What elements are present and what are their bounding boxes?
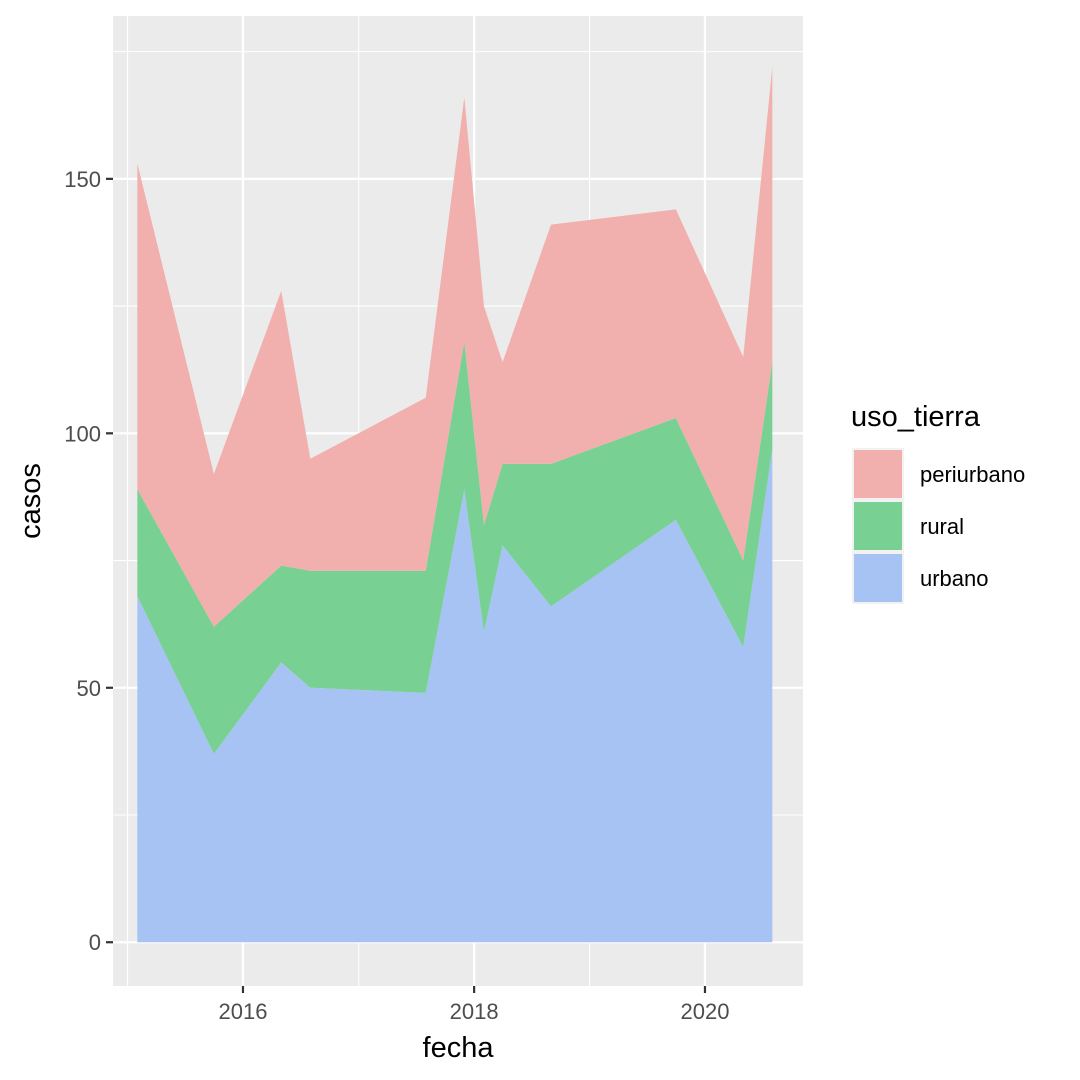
area-periurbano xyxy=(137,66,773,627)
y-axis-title: casos xyxy=(15,463,47,539)
y-tick-label: 100 xyxy=(64,421,101,446)
area-urbano xyxy=(137,448,773,943)
legend-title: uso_tierra xyxy=(851,401,981,433)
legend-label-rural: rural xyxy=(920,514,964,539)
legend-label-periurbano: periurbano xyxy=(920,462,1025,487)
x-axis: 2016 2018 2020 xyxy=(218,986,729,1024)
area-rural xyxy=(137,341,773,754)
area-series xyxy=(137,66,773,943)
y-tick-label: 0 xyxy=(89,930,101,955)
x-tick-label: 2020 xyxy=(680,999,729,1024)
legend-swatch-rural xyxy=(854,502,902,550)
legend-label-urbano: urbano xyxy=(920,566,989,591)
y-tick-label: 150 xyxy=(64,167,101,192)
x-tick-label: 2018 xyxy=(450,999,499,1024)
y-axis: 0 50 100 150 xyxy=(64,167,113,955)
legend-swatch-periurbano xyxy=(854,450,902,498)
x-tick-label: 2016 xyxy=(218,999,267,1024)
legend-swatch-urbano xyxy=(854,554,902,602)
x-axis-title: fecha xyxy=(423,1032,495,1064)
legend: uso_tierra periurbano rural urbano xyxy=(851,401,1025,604)
y-tick-label: 50 xyxy=(77,676,101,701)
